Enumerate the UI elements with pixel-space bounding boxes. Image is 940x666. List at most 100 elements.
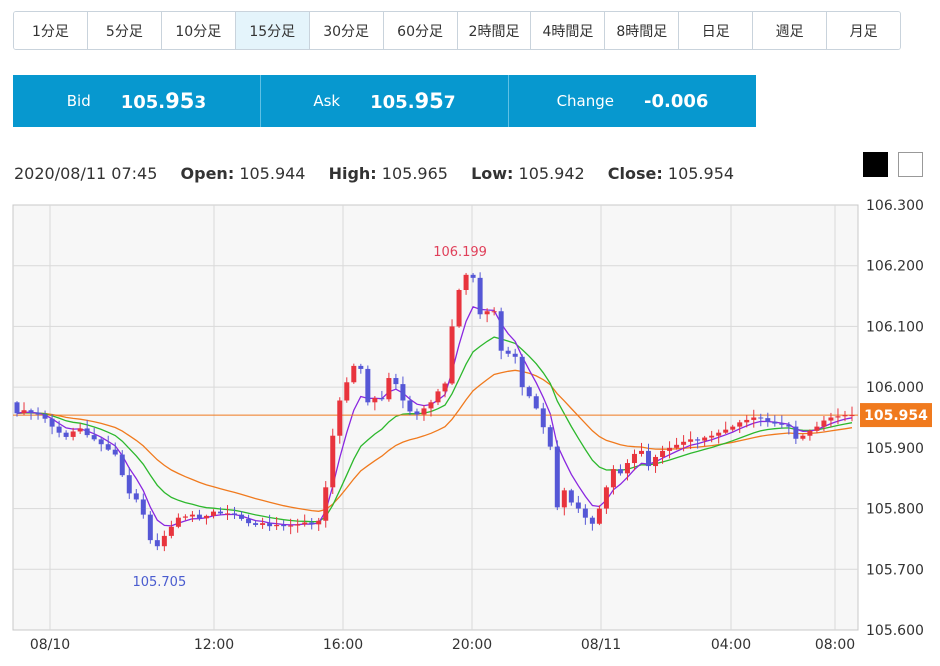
candle-down <box>105 444 111 450</box>
y-tick-label: 106.200 <box>866 259 924 275</box>
x-tick-label: 08:00 <box>815 637 855 653</box>
tab-weekly[interactable]: 週足 <box>753 12 828 49</box>
candle-down <box>786 424 792 427</box>
candle-down <box>695 439 701 441</box>
candle-up <box>631 453 637 464</box>
candle-up <box>225 513 231 515</box>
candle-up <box>274 524 280 527</box>
candle-down <box>547 427 553 447</box>
candle-up <box>295 524 301 526</box>
candle-down <box>407 400 413 412</box>
light-theme-button[interactable] <box>898 152 923 177</box>
tab-daily[interactable]: 日足 <box>679 12 754 49</box>
candle-down <box>540 408 546 428</box>
candle-up <box>344 382 350 401</box>
tab-2hour[interactable]: 2時間足 <box>457 12 532 49</box>
y-tick-label: 106.000 <box>866 380 924 396</box>
candle-down <box>393 378 399 385</box>
candle-up <box>442 383 448 392</box>
current-price-tag-label: 105.954 <box>864 408 928 424</box>
x-tick-label: 12:00 <box>194 637 234 653</box>
high-value: 105.965 <box>381 164 448 183</box>
candle-up <box>660 450 666 457</box>
tab-4hour[interactable]: 4時間足 <box>531 12 606 49</box>
tab-8hour[interactable]: 8時間足 <box>605 12 680 49</box>
candle-down <box>42 414 48 419</box>
candle-down <box>119 454 125 476</box>
candle-down <box>365 368 371 403</box>
candle-up <box>70 431 76 437</box>
candle-up <box>744 419 750 423</box>
candle-up <box>449 326 455 384</box>
candle-up <box>421 408 427 415</box>
candle-up <box>624 463 630 474</box>
bid-value-fraction: 3 <box>194 93 207 113</box>
candle-up <box>702 437 708 441</box>
candle-down <box>28 410 34 413</box>
y-tick-label: 106.100 <box>866 319 924 335</box>
candle-up <box>435 391 441 403</box>
candle-up <box>323 487 329 521</box>
candle-up <box>484 311 490 315</box>
candle-down <box>267 523 273 527</box>
ask-value: 105.957 <box>370 89 456 113</box>
candle-down <box>112 449 118 455</box>
candle-down <box>140 499 146 515</box>
candle-up <box>667 447 673 451</box>
candle-down <box>84 428 90 436</box>
tab-60min[interactable]: 60分足 <box>383 12 458 49</box>
tab-1min[interactable]: 1分足 <box>14 12 88 49</box>
tab-monthly[interactable]: 月足 <box>827 12 900 49</box>
candle-down <box>196 514 202 519</box>
candle-down <box>512 353 518 357</box>
low-value: 105.942 <box>518 164 585 183</box>
candle-up <box>260 523 266 525</box>
current-price-tag <box>860 403 932 428</box>
y-tick-label: 106.300 <box>866 198 924 214</box>
close-label: Close: <box>607 164 663 183</box>
tab-30min[interactable]: 30分足 <box>309 12 384 49</box>
candle-down <box>379 398 385 400</box>
candle-up <box>653 456 659 467</box>
candle-up <box>561 490 567 508</box>
change-label: Change <box>556 92 615 110</box>
tab-10min[interactable]: 10分足 <box>161 12 236 49</box>
candle-down <box>309 522 315 525</box>
candle-down <box>589 517 595 524</box>
candle-down <box>400 384 406 401</box>
y-tick-label: 105.700 <box>866 562 924 578</box>
dark-theme-button[interactable] <box>863 152 888 177</box>
candle-up <box>182 516 188 518</box>
candle-up <box>716 432 722 436</box>
timeframe-tabs: 1分足 5分足 10分足 15分足 30分足 60分足 2時間足 4時間足 8時… <box>13 11 901 50</box>
tab-15min[interactable]: 15分足 <box>235 12 310 49</box>
candle-down <box>526 387 532 397</box>
candle-down <box>533 396 539 409</box>
x-tick-label: 04:00 <box>711 637 751 653</box>
candle-down <box>91 435 97 440</box>
candle-up <box>674 444 680 448</box>
candle-down <box>232 513 238 515</box>
close-value: 105.954 <box>667 164 735 183</box>
candle-up <box>849 415 855 417</box>
open-label: Open: <box>180 164 235 183</box>
ohlc-datetime: 2020/08/11 07:45 <box>14 164 158 183</box>
ask-label: Ask <box>313 92 341 110</box>
bid-quote: Bid 105.953 <box>13 75 261 127</box>
candle-up <box>828 417 834 421</box>
candle-down <box>49 418 55 427</box>
candle-down <box>281 524 287 527</box>
x-tick-label: 20:00 <box>452 637 492 653</box>
bid-value-main: 105. <box>120 92 166 113</box>
candle-down <box>617 469 623 474</box>
candle-down <box>568 490 574 503</box>
candle-up <box>161 535 167 547</box>
candle-up <box>730 426 736 430</box>
candle-up <box>168 526 174 536</box>
candle-down <box>477 277 483 315</box>
candle-down <box>147 514 153 541</box>
min-price-label: 105.705 <box>132 575 186 590</box>
tab-5min[interactable]: 5分足 <box>87 12 162 49</box>
candle-up <box>807 430 813 436</box>
candle-up <box>463 274 469 290</box>
